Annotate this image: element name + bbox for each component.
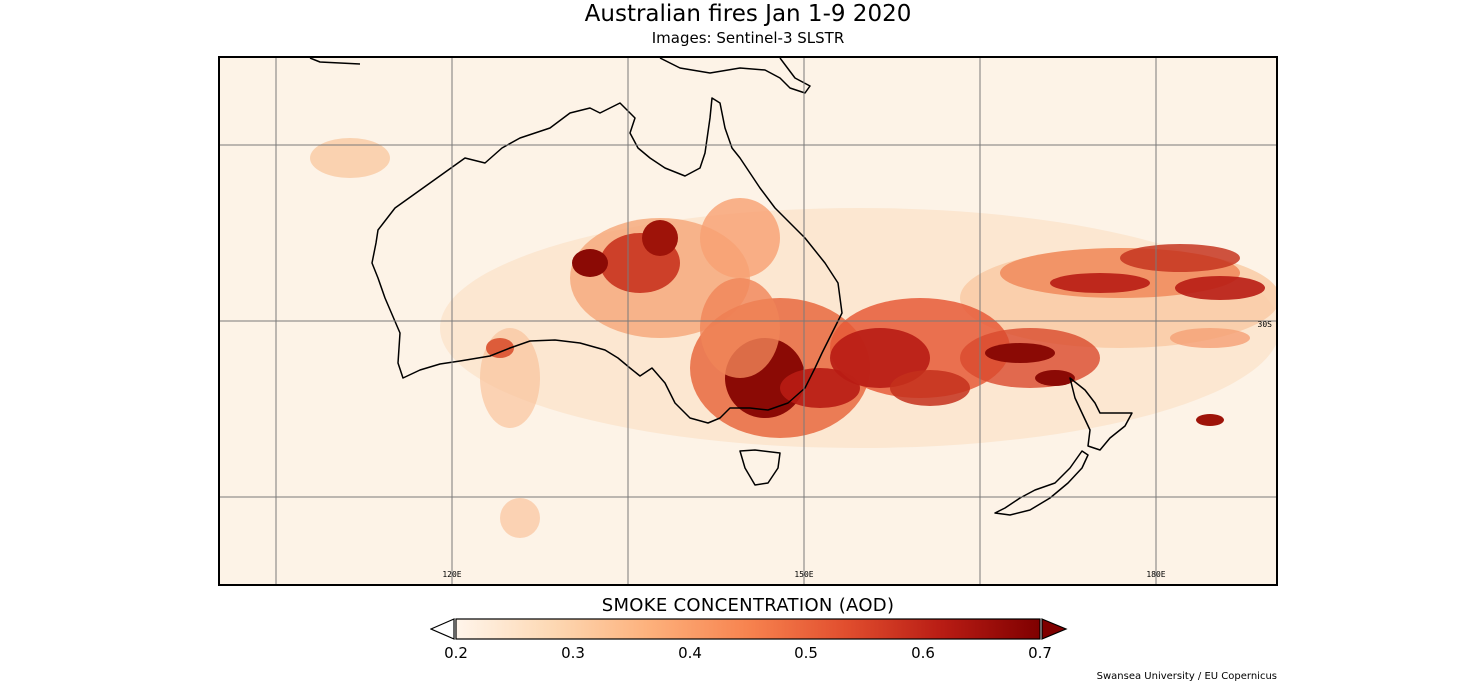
lon-label-120e: 120E (442, 570, 461, 579)
map-subtitle: Images: Sentinel-3 SLSTR (651, 29, 845, 47)
graticule (220, 58, 1276, 584)
credit-text: Swansea University / EU Copernicus (1096, 671, 1277, 682)
colorbar-tick: 0.4 (678, 644, 702, 662)
smoke-map: 120E 150E 180E 30S (218, 56, 1278, 586)
map-canvas: 120E 150E 180E 30S (220, 58, 1276, 584)
colorbar-tick: 0.2 (444, 644, 468, 662)
map-title: Australian fires Jan 1-9 2020 (584, 1, 912, 27)
lat-label-30s: 30S (1258, 320, 1273, 329)
colorbar-tick: 0.6 (911, 644, 935, 662)
smoke-layer (310, 138, 1276, 538)
lon-label-150e: 150E (794, 570, 813, 579)
colorbar-gradient (455, 618, 1041, 640)
colorbar (430, 618, 1068, 640)
colorbar-title: SMOKE CONCENTRATION (AOD) (601, 595, 895, 616)
colorbar-tick: 0.5 (794, 644, 818, 662)
colorbar-min-arrow (430, 618, 455, 640)
colorbar-tick: 0.7 (1028, 644, 1052, 662)
colorbar-tick: 0.3 (561, 644, 585, 662)
coastlines (309, 58, 1133, 516)
lon-label-180e: 180E (1146, 570, 1165, 579)
colorbar-max-arrow (1041, 618, 1068, 640)
